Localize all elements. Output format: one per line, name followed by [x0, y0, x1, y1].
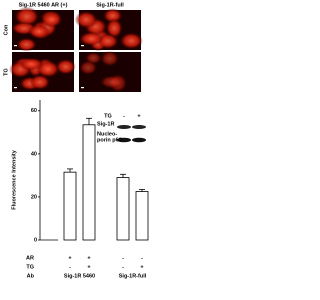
condition-label: TG	[26, 264, 34, 270]
condition-value: -	[141, 255, 143, 261]
cell	[78, 31, 104, 46]
blot-frame	[95, 111, 147, 151]
cell	[74, 10, 98, 29]
cell	[16, 37, 37, 52]
condition-value: -	[122, 255, 124, 261]
condition-value: +	[87, 255, 90, 261]
cell	[27, 24, 51, 39]
cell	[40, 11, 63, 28]
condition-value: +	[68, 255, 71, 261]
condition-label: AR	[26, 255, 34, 261]
blot-band	[132, 125, 146, 129]
column-label: Sig-1R 5460 AR (+)	[19, 2, 68, 8]
column-label: Sig-1R-full	[96, 2, 124, 8]
blot-band-label: Sig-1R	[97, 121, 114, 127]
y-tick-label: 40	[31, 151, 37, 157]
y-axis-label: Fluorescence Intensity	[11, 149, 17, 210]
y-tick-label: 0	[34, 237, 37, 243]
scale-bar	[14, 45, 17, 47]
scale-bar	[81, 87, 84, 89]
bar	[116, 177, 130, 241]
cell	[29, 74, 51, 90]
blot-lane: +	[137, 113, 140, 119]
cell	[99, 75, 125, 89]
cell	[14, 6, 40, 27]
cell	[55, 58, 76, 75]
row-label: TG	[3, 68, 9, 76]
y-tick-label: 60	[31, 108, 37, 114]
group-name: Sig-1R-full	[119, 273, 147, 279]
figure: Sig-1R 5460 AR (+) Sig-1R-full Con TG Fluore…	[3, 2, 149, 279]
blot-band-label: porin p62	[97, 137, 122, 143]
cell	[19, 57, 43, 71]
blot-lane-header: TG	[104, 113, 112, 119]
blot-lane: -	[123, 113, 125, 119]
cell	[119, 32, 144, 50]
condition-value: -	[69, 264, 71, 270]
blot-band	[117, 137, 131, 143]
cell	[105, 18, 123, 39]
row-label: Con	[3, 24, 9, 35]
scale-bar	[14, 87, 17, 89]
bar	[82, 124, 96, 241]
group-label: Ab	[27, 273, 35, 279]
scale-bar	[81, 45, 84, 47]
cell	[79, 60, 98, 75]
blot-band	[132, 137, 146, 143]
bar	[135, 191, 149, 241]
cell	[100, 50, 120, 67]
y-tick-label: 20	[31, 194, 37, 200]
group-name: Sig-1R 5460	[64, 273, 95, 279]
condition-value: +	[140, 264, 143, 270]
blot-band-label: Nucleo-	[97, 131, 117, 137]
condition-value: -	[122, 264, 124, 270]
condition-value: +	[87, 264, 90, 270]
bar	[63, 171, 77, 241]
blot-band	[117, 125, 131, 129]
